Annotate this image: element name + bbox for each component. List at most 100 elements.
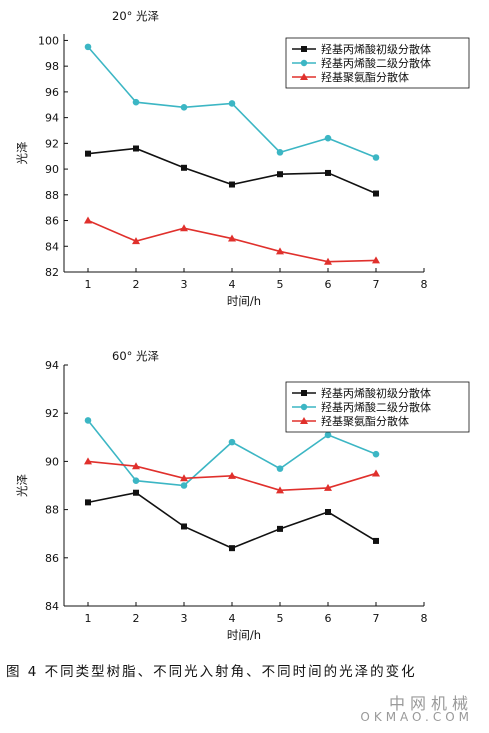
c2-data-point-triangle [132, 462, 140, 470]
c2-data-point-square [133, 489, 139, 496]
c2-data-point-circle [228, 438, 236, 446]
c1-legend-label: 羟基聚氨酯分散体 [321, 70, 409, 84]
c1-data-point-circle [180, 104, 188, 111]
c2-data-point-triangle [324, 483, 332, 491]
c1-data-point-circle [228, 100, 236, 107]
c1-y-tick-label: 86 [45, 215, 59, 228]
c1-data-point-triangle [84, 216, 92, 224]
c1-data-point-square [85, 150, 91, 157]
c2-data-point-square [85, 499, 91, 506]
c1-y-tick-label: 88 [45, 189, 59, 202]
c2-y-tick-label: 94 [45, 359, 59, 372]
c1-legend-box [285, 37, 470, 89]
c1-y-tick-label: 100 [38, 34, 59, 47]
c2-legend-label: 羟基丙烯酸二级分散体 [321, 400, 431, 414]
c1-x-tick-label: 3 [181, 278, 188, 291]
c2-y-tick-label: 84 [45, 600, 59, 613]
c1-x-tick-label: 6 [325, 278, 332, 291]
c1-data-point-triangle [132, 237, 140, 245]
c1-legend-marker-triangle [300, 73, 308, 80]
c2-y-tick-label: 88 [45, 504, 59, 517]
c1-data-point-triangle [180, 224, 188, 232]
c1-data-point-square [181, 164, 187, 171]
c1-y-axis-label: 光泽 [15, 142, 29, 165]
c2-data-point-triangle [276, 486, 284, 494]
watermark-url: OKMAO.COM [360, 710, 473, 724]
c2-data-point-circle [180, 482, 188, 489]
c1-x-tick-label: 7 [373, 278, 380, 291]
c2-x-axis-label: 时间/h [227, 628, 261, 642]
c1-x-tick-label: 5 [277, 278, 284, 291]
c1-data-point-circle [324, 134, 332, 142]
c2-y-tick-label: 90 [45, 455, 59, 468]
c2-data-point-triangle [228, 471, 236, 479]
c2-chart-title: 60° 光泽 [112, 349, 159, 363]
c1-data-point-triangle [228, 234, 236, 242]
c1-data-point-circle [132, 98, 140, 106]
c2-series-line-0 [87, 491, 377, 550]
c1-y-tick-label: 92 [45, 137, 59, 150]
c2-x-tick-label: 4 [229, 612, 236, 625]
c2-data-point-square [325, 509, 331, 516]
c1-data-point-square [133, 145, 139, 152]
c2-data-point-circle [84, 417, 92, 424]
c1-data-point-triangle [372, 256, 380, 264]
c2-data-point-triangle [372, 469, 380, 477]
c2-data-point-square [181, 523, 187, 530]
c2-x-tick-label: 2 [133, 612, 140, 625]
c2-x-tick-label: 6 [325, 612, 332, 625]
c2-data-point-circle [132, 477, 140, 484]
c2-x-tick-label: 8 [421, 612, 428, 625]
c1-x-tick-label: 2 [133, 278, 140, 291]
c2-data-point-triangle [180, 474, 188, 482]
c2-y-tick-label: 86 [45, 552, 59, 565]
c1-y-tick-label: 90 [45, 163, 59, 176]
c2-data-point-square [229, 545, 235, 552]
c2-y-tick-label: 92 [45, 407, 59, 420]
c1-legend-marker-square [301, 46, 307, 52]
c1-data-point-square [325, 169, 331, 176]
c1-y-tick-label: 98 [45, 60, 59, 73]
c1-data-point-square [277, 171, 283, 178]
c1-x-tick-label: 1 [85, 278, 92, 291]
c2-data-point-circle [372, 450, 380, 458]
c2-legend-label: 羟基聚氨酯分散体 [321, 414, 409, 428]
c2-data-point-square [373, 537, 379, 544]
c1-legend-marker-circle [300, 59, 308, 67]
c1-legend-label: 羟基丙烯酸初级分散体 [321, 42, 431, 56]
c2-x-tick-label: 5 [277, 612, 284, 625]
c1-data-point-circle [276, 149, 284, 156]
figure-caption: 图 4 不同类型树脂、不同光入射角、不同时间的光泽的变化 [6, 664, 417, 680]
c2-data-point-circle [324, 431, 332, 439]
c2-legend-box [285, 381, 470, 433]
c2-y-axis-label: 光泽 [15, 474, 29, 497]
c1-y-tick-label: 96 [45, 86, 59, 99]
c2-data-point-square [277, 525, 283, 532]
c1-y-tick-label: 84 [45, 240, 59, 253]
c2-data-point-triangle [84, 457, 92, 465]
c2-data-point-circle [276, 465, 284, 472]
c2-x-tick-label: 1 [85, 612, 92, 625]
c2-x-tick-label: 7 [373, 612, 380, 625]
c1-x-tick-label: 4 [229, 278, 236, 291]
c2-legend-marker-square [301, 390, 307, 396]
c1-y-tick-label: 82 [45, 266, 59, 279]
c1-data-point-square [373, 190, 379, 197]
c1-x-axis-label: 时间/h [227, 294, 261, 308]
c1-data-point-triangle [276, 247, 284, 255]
c2-legend-label: 羟基丙烯酸初级分散体 [321, 386, 431, 400]
c2-legend-marker-circle [300, 403, 308, 411]
c1-legend-label: 羟基丙烯酸二级分散体 [321, 56, 431, 70]
c1-data-point-square [229, 181, 235, 188]
watermark-logo-text: 中网机械 [388, 694, 473, 713]
c1-data-point-circle [372, 154, 380, 161]
c2-legend-marker-triangle [300, 417, 308, 424]
c1-data-point-circle [84, 43, 92, 51]
c1-x-tick-label: 8 [421, 278, 428, 291]
c1-y-tick-label: 94 [45, 112, 59, 125]
c1-data-point-triangle [324, 257, 332, 265]
c1-chart-title: 20° 光泽 [112, 9, 159, 23]
c2-x-tick-label: 3 [181, 612, 188, 625]
